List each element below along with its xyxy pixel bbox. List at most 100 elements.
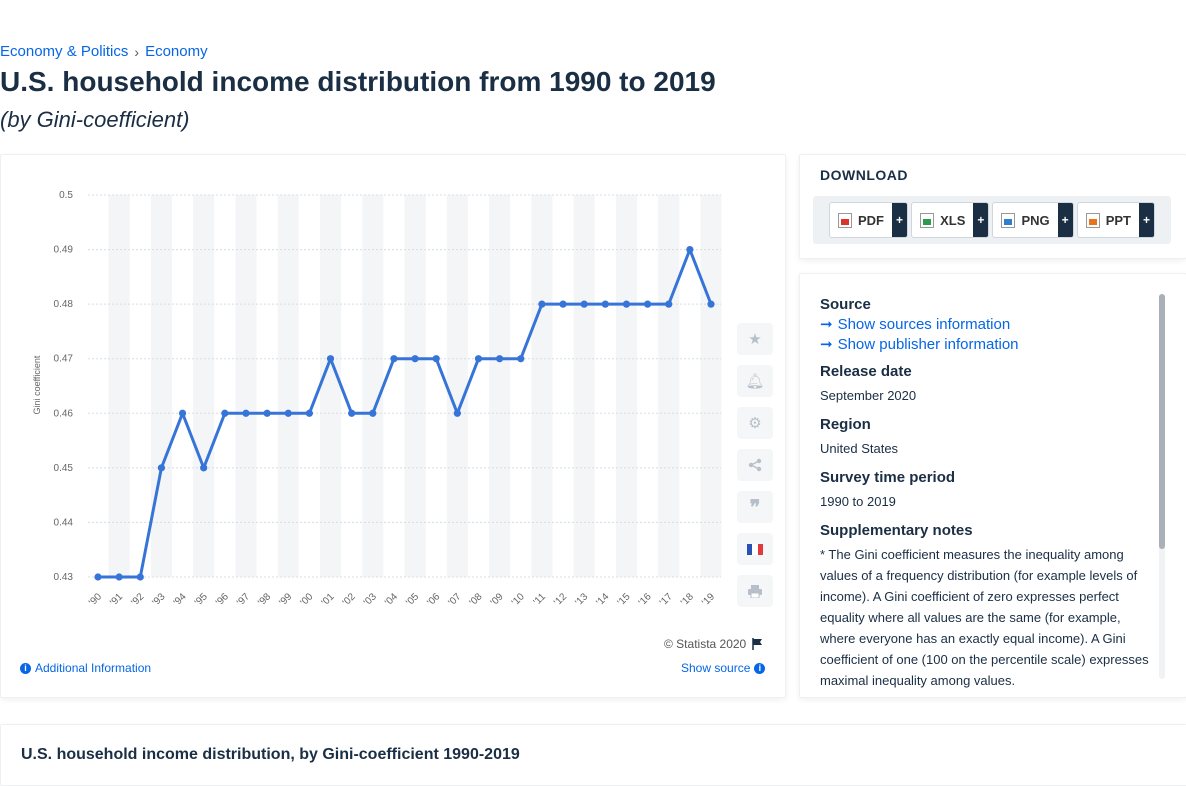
- grid-stripe: [700, 195, 722, 577]
- data-point[interactable]: [686, 245, 694, 254]
- additional-information-label: Additional Information: [35, 661, 152, 675]
- data-point[interactable]: [94, 573, 102, 581]
- grid-stripe: [362, 195, 384, 577]
- data-point[interactable]: [411, 355, 419, 363]
- data-point[interactable]: [326, 355, 335, 363]
- favorite-button[interactable]: ★: [737, 323, 773, 355]
- x-tick-label: '09: [489, 591, 506, 608]
- source-label: Source: [820, 296, 871, 313]
- x-tick-label: '93: [151, 591, 168, 608]
- grid-stripe: [658, 195, 680, 577]
- plus-icon: +: [973, 203, 989, 237]
- x-tick-label: '90: [87, 591, 104, 608]
- quote-icon: ❞: [749, 496, 761, 519]
- y-tick-label: 0.46: [54, 408, 74, 419]
- pdf-file-icon: [838, 212, 852, 228]
- share-button[interactable]: [737, 449, 773, 481]
- data-point[interactable]: [517, 355, 525, 363]
- download-png-button[interactable]: PNG +: [992, 202, 1074, 238]
- language-button[interactable]: [737, 533, 773, 565]
- x-tick-label: '11: [532, 591, 549, 608]
- download-ppt-label: PPT: [1105, 212, 1131, 228]
- x-tick-label: '16: [637, 591, 654, 608]
- breadcrumb: Economy & Politics › Economy: [0, 43, 208, 60]
- data-point[interactable]: [474, 355, 483, 363]
- info-scrollbar[interactable]: [1159, 294, 1165, 679]
- data-point[interactable]: [432, 355, 440, 363]
- notification-button[interactable]: 🔔︎: [737, 365, 773, 397]
- additional-information-link[interactable]: i Additional Information: [20, 661, 151, 675]
- related-statistic-card: U.S. household income distribution, by G…: [0, 724, 1186, 786]
- data-point[interactable]: [200, 464, 208, 472]
- y-tick-label: 0.49: [54, 245, 74, 256]
- data-point[interactable]: [284, 409, 292, 417]
- x-tick-label: '08: [468, 591, 485, 608]
- data-point[interactable]: [242, 409, 250, 417]
- data-point[interactable]: [601, 300, 609, 308]
- cite-button[interactable]: ❞: [737, 491, 773, 523]
- supplementary-notes-label: Supplementary notes: [820, 522, 973, 539]
- data-point[interactable]: [221, 409, 229, 417]
- data-point[interactable]: [643, 300, 652, 308]
- data-point[interactable]: [369, 409, 377, 417]
- data-point[interactable]: [453, 409, 461, 417]
- x-tick-label: '14: [594, 591, 611, 608]
- download-ppt-button[interactable]: PPT +: [1076, 202, 1155, 238]
- download-title: DOWNLOAD: [820, 167, 908, 183]
- grid-stripe: [193, 195, 215, 577]
- x-tick-label: '12: [552, 591, 569, 608]
- data-point[interactable]: [538, 300, 546, 308]
- data-point[interactable]: [263, 409, 271, 417]
- show-source-link[interactable]: Show source i: [681, 661, 766, 675]
- arrow-right-icon: ➞: [820, 336, 833, 353]
- download-pdf-button[interactable]: PDF +: [829, 202, 908, 238]
- download-xls-button[interactable]: XLS +: [911, 202, 990, 238]
- data-point[interactable]: [305, 409, 313, 417]
- data-point[interactable]: [115, 573, 123, 581]
- data-point[interactable]: [136, 573, 144, 581]
- data-point[interactable]: [178, 409, 187, 417]
- y-tick-label: 0.43: [54, 572, 74, 583]
- y-tick-label: 0.48: [54, 299, 74, 310]
- ppt-file-icon: [1085, 212, 1100, 228]
- print-button[interactable]: [737, 575, 773, 607]
- download-xls-label: XLS: [940, 212, 966, 228]
- data-point[interactable]: [390, 355, 398, 363]
- data-point[interactable]: [496, 355, 504, 363]
- y-axis-label: Gini coefficient: [32, 355, 42, 414]
- x-tick-label: '15: [616, 591, 633, 608]
- french-flag-icon: [747, 543, 763, 555]
- show-sources-label: Show sources information: [837, 315, 1011, 333]
- info-icon: i: [754, 662, 766, 674]
- chart-toolbar: ★ 🔔︎ ⚙ ❞: [737, 323, 773, 617]
- data-point[interactable]: [157, 464, 166, 472]
- scroll-thumb[interactable]: [1159, 294, 1165, 549]
- settings-button[interactable]: ⚙: [737, 407, 773, 439]
- share-icon: [748, 458, 762, 472]
- x-tick-label: '94: [172, 591, 189, 608]
- breadcrumb-item-economy-politics[interactable]: Economy & Politics: [0, 43, 129, 60]
- grid-stripe: [531, 195, 553, 577]
- show-sources-link[interactable]: ➞ Show sources information: [820, 315, 1150, 334]
- data-point[interactable]: [665, 300, 673, 308]
- grid-stripe: [446, 195, 468, 577]
- flag-icon[interactable]: [752, 638, 763, 650]
- y-tick-label: 0.47: [54, 354, 74, 365]
- download-png-label: PNG: [1021, 212, 1050, 228]
- y-tick-label: 0.5: [59, 190, 73, 201]
- supplementary-notes-value: * The Gini coefficient measures the ineq…: [820, 547, 1149, 688]
- x-tick-label: '96: [214, 591, 231, 608]
- data-point[interactable]: [707, 300, 715, 308]
- data-point[interactable]: [622, 300, 631, 308]
- data-point[interactable]: [580, 300, 588, 308]
- x-tick-label: '19: [700, 591, 717, 608]
- show-publisher-label: Show publisher information: [837, 335, 1019, 353]
- breadcrumb-separator: ›: [134, 43, 140, 60]
- data-point[interactable]: [559, 300, 567, 308]
- breadcrumb-item-economy[interactable]: Economy: [145, 43, 208, 60]
- region-value: United States: [820, 441, 899, 456]
- show-source-label: Show source: [681, 661, 751, 675]
- data-point[interactable]: [348, 409, 356, 417]
- show-publisher-link[interactable]: ➞ Show publisher information: [820, 335, 1150, 354]
- x-tick-label: '95: [193, 591, 210, 608]
